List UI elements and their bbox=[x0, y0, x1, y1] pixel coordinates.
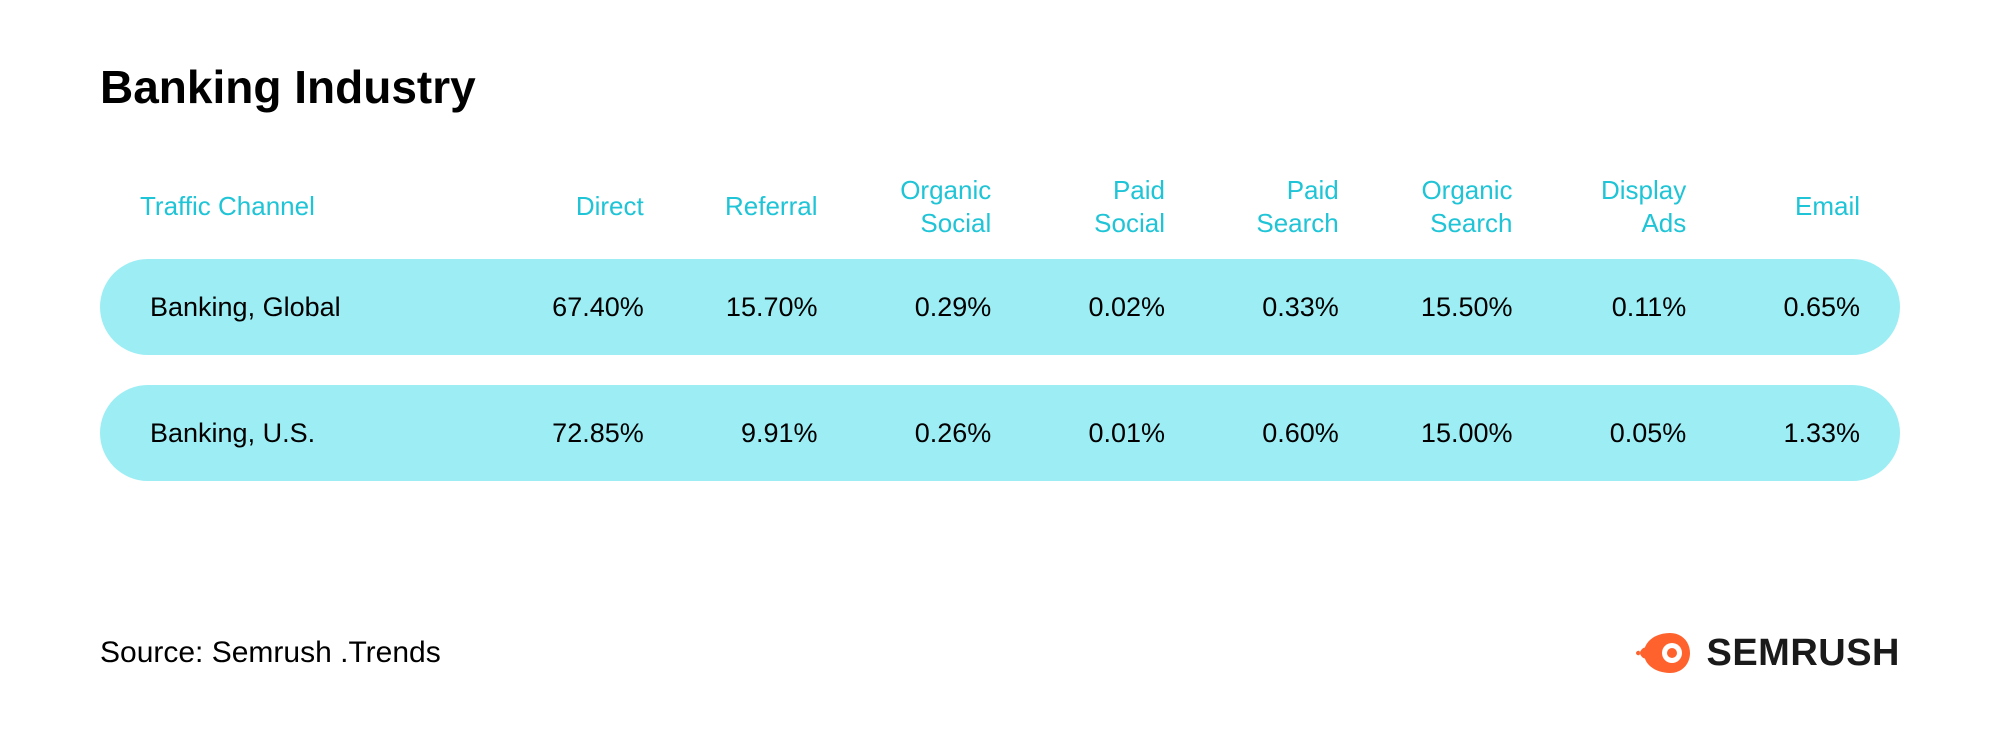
footer: Source: Semrush .Trends SEMRUSH bbox=[100, 631, 1900, 675]
cell-organic_search: 15.00% bbox=[1349, 418, 1513, 449]
cell-paid_search: 0.33% bbox=[1175, 292, 1339, 323]
semrush-flame-icon bbox=[1636, 631, 1692, 675]
cell-referral: 15.70% bbox=[654, 292, 818, 323]
cell-paid_social: 0.02% bbox=[1001, 292, 1165, 323]
cell-organic_social: 0.29% bbox=[828, 292, 992, 323]
column-header-organic_search: Organic Search bbox=[1349, 174, 1513, 239]
column-header-label: Traffic Channel bbox=[140, 190, 470, 223]
cell-direct: 67.40% bbox=[480, 292, 644, 323]
page-title: Banking Industry bbox=[100, 60, 1900, 114]
cell-email: 1.33% bbox=[1696, 418, 1860, 449]
cell-paid_search: 0.60% bbox=[1175, 418, 1339, 449]
cell-label: Banking, U.S. bbox=[140, 418, 470, 449]
brand-name: SEMRUSH bbox=[1706, 632, 1900, 675]
column-header-direct: Direct bbox=[480, 190, 644, 223]
cell-referral: 9.91% bbox=[654, 418, 818, 449]
column-header-organic_social: Organic Social bbox=[828, 174, 992, 239]
cell-organic_social: 0.26% bbox=[828, 418, 992, 449]
cell-organic_search: 15.50% bbox=[1349, 292, 1513, 323]
column-header-paid_search: Paid Search bbox=[1175, 174, 1339, 239]
column-header-paid_social: Paid Social bbox=[1001, 174, 1165, 239]
table-header-row: Traffic Channel Direct Referral Organic Soc… bbox=[100, 174, 1900, 259]
brand-logo: SEMRUSH bbox=[1636, 631, 1900, 675]
cell-email: 0.65% bbox=[1696, 292, 1860, 323]
traffic-table: Traffic Channel Direct Referral Organic Soc… bbox=[100, 174, 1900, 481]
source-text: Source: Semrush .Trends bbox=[100, 636, 441, 670]
cell-direct: 72.85% bbox=[480, 418, 644, 449]
cell-display_ads: 0.05% bbox=[1523, 418, 1687, 449]
cell-display_ads: 0.11% bbox=[1523, 292, 1687, 323]
table-row: Banking, U.S. 72.85% 9.91% 0.26% 0.01% 0.60% 1… bbox=[100, 385, 1900, 481]
cell-paid_social: 0.01% bbox=[1001, 418, 1165, 449]
column-header-referral: Referral bbox=[654, 190, 818, 223]
column-header-display_ads: Display Ads bbox=[1523, 174, 1687, 239]
table-row: Banking, Global 67.40% 15.70% 0.29% 0.02% 0.3… bbox=[100, 259, 1900, 355]
cell-label: Banking, Global bbox=[140, 292, 470, 323]
column-header-email: Email bbox=[1696, 190, 1860, 223]
